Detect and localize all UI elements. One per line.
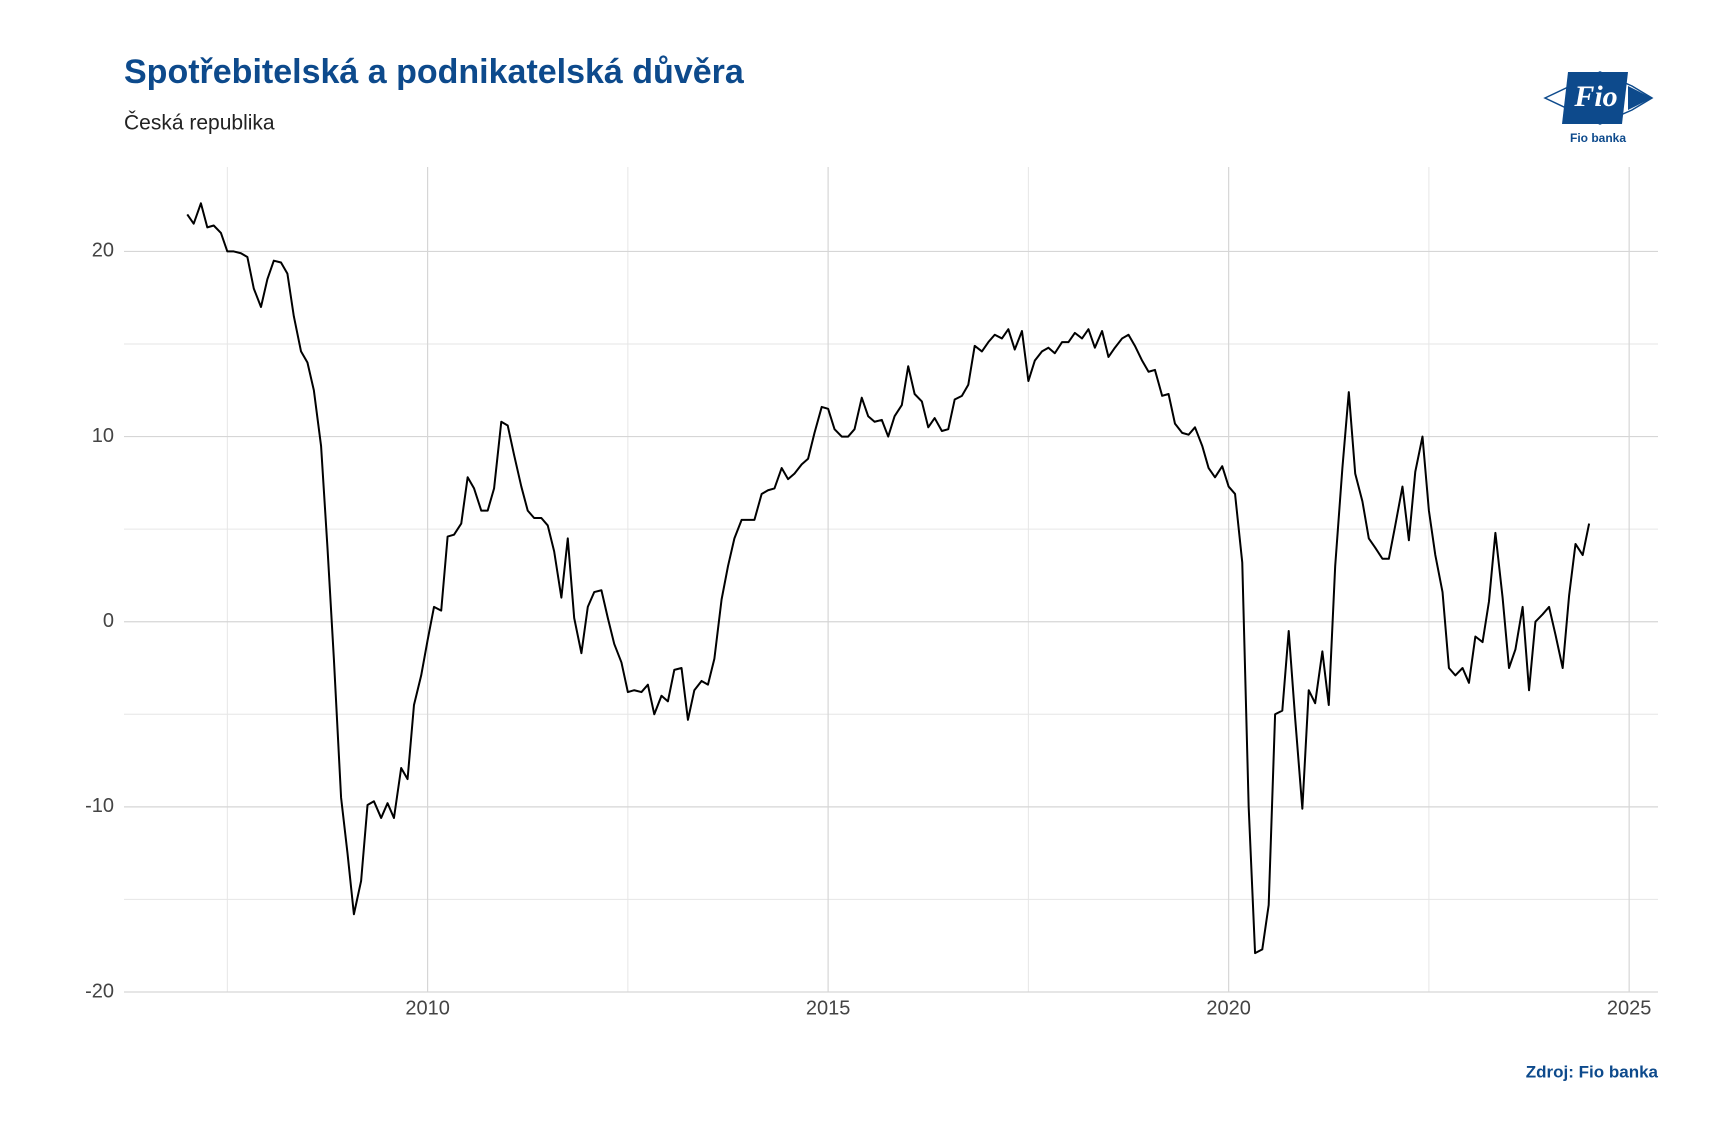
logo-tip	[1628, 86, 1652, 110]
chart-subtitle: Česká republika	[124, 112, 275, 135]
y-tick-label: 0	[103, 610, 114, 632]
x-tick-label: 2020	[1206, 997, 1251, 1019]
logo-text: Fio	[1573, 80, 1617, 113]
logo: Fio Fio banka	[1543, 71, 1654, 145]
y-tick-label: -10	[85, 795, 114, 817]
x-tick-label: 2015	[806, 997, 851, 1019]
source-note: Zdroj: Fio banka	[1526, 1062, 1659, 1081]
logo-flag	[1562, 72, 1628, 124]
chart-title: Spotřebitelská a podnikatelská důvěra	[124, 53, 745, 91]
x-tick-label: 2010	[405, 997, 450, 1019]
y-tick-label: -20	[85, 980, 114, 1002]
x-tick-label: 2025	[1607, 997, 1652, 1019]
data-line	[186, 202, 1591, 955]
y-tick-label: 10	[92, 425, 114, 447]
logo-caption: Fio banka	[1570, 131, 1626, 145]
y-tick-label: 20	[92, 240, 114, 262]
